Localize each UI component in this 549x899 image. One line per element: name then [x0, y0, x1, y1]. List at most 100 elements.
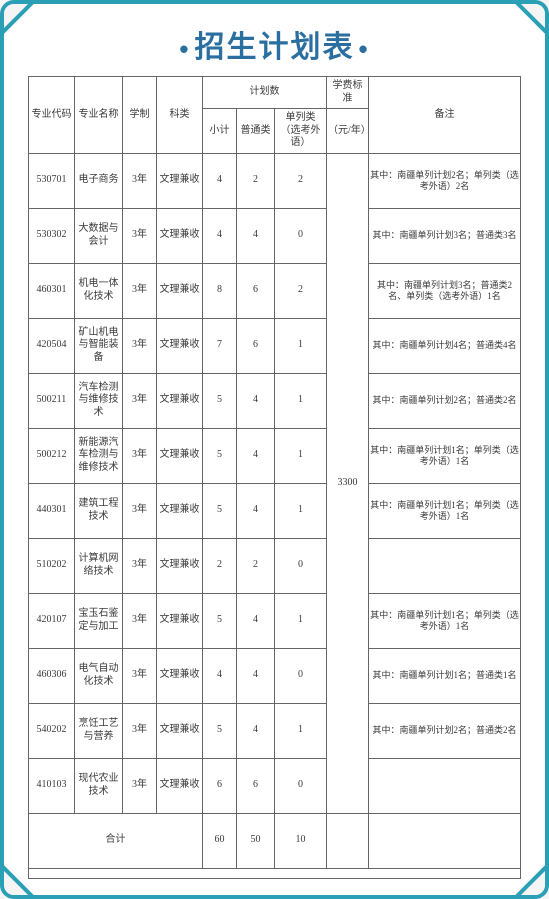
- table-cell: 4: [237, 373, 275, 428]
- table-cell: 其中：南疆单列计划3名；普通类2名、单列类（选考外语）1名: [369, 263, 521, 318]
- table-cell: 8: [203, 263, 237, 318]
- table-cell: 5: [203, 373, 237, 428]
- table-cell: 2: [275, 153, 327, 208]
- table-cell: 1: [275, 373, 327, 428]
- table-cell: 现代农业技术: [75, 758, 123, 813]
- totals-cell: 10: [275, 813, 327, 868]
- table-cell: [369, 758, 521, 813]
- table-cell: 1: [275, 483, 327, 538]
- table-cell: 大数据与会计: [75, 208, 123, 263]
- table-cell: 6: [237, 758, 275, 813]
- table-cell: 3年: [123, 263, 157, 318]
- table-cell: 文理兼收: [157, 538, 203, 593]
- col-tuition-unit: （元/年）: [327, 109, 369, 154]
- table-cell: 5: [203, 483, 237, 538]
- col-duration: 学制: [123, 77, 157, 154]
- table-cell: 1: [275, 318, 327, 373]
- table-cell: 1: [275, 703, 327, 758]
- table-cell: 3年: [123, 758, 157, 813]
- table-row: 460306电气自动化技术3年文理兼收440其中：南疆单列计划1名；普通类1名: [29, 648, 521, 703]
- table-cell: 文理兼收: [157, 318, 203, 373]
- table-cell: 3年: [123, 208, 157, 263]
- table-cell: 其中：南疆单列计划2名；普通类2名: [369, 703, 521, 758]
- totals-cell: 50: [237, 813, 275, 868]
- table-cell: 文理兼收: [157, 373, 203, 428]
- col-tuition-label: 学费标准: [327, 77, 369, 109]
- table-row: 530701电子商务3年文理兼收4223300其中：南疆单列计划2名；单列类（选…: [29, 153, 521, 208]
- table-cell: 3年: [123, 153, 157, 208]
- table-row: 530302大数据与会计3年文理兼收440其中：南疆单列计划3名；普通类3名: [29, 208, 521, 263]
- table-cell: 6: [237, 318, 275, 373]
- table-cell: 530701: [29, 153, 75, 208]
- table-cell: 其中：南疆单列计划1名；单列类（选考外语）1名: [369, 483, 521, 538]
- table-cell: 其中：南疆单列计划1名；单列类（选考外语）1名: [369, 428, 521, 483]
- table-cell: 3年: [123, 703, 157, 758]
- col-subject-type: 科类: [157, 77, 203, 154]
- table-cell: 0: [275, 648, 327, 703]
- table-cell: 机电一体化技术: [75, 263, 123, 318]
- table-cell: 420504: [29, 318, 75, 373]
- table-cell: 420107: [29, 593, 75, 648]
- table-cell: 500212: [29, 428, 75, 483]
- table-row: 440301建筑工程技术3年文理兼收541其中：南疆单列计划1名；单列类（选考外…: [29, 483, 521, 538]
- col-subtotal: 小计: [203, 109, 237, 154]
- table-cell: 文理兼收: [157, 758, 203, 813]
- table-cell: [369, 538, 521, 593]
- table-cell: 其中：南疆单列计划3名；普通类3名: [369, 208, 521, 263]
- enrollment-plan-table: 专业代码 专业名称 学制 科类 计划数 学费标准 备注 小计 普通类 单列类（选…: [28, 76, 521, 869]
- title-text: 招生计划表: [195, 31, 355, 64]
- document-frame: •招生计划表• 专业代码 专业名称 学制 科类 计划数 学费标准 备注 小计: [0, 0, 549, 899]
- table-cell: 4: [237, 648, 275, 703]
- table-cell: 4: [203, 648, 237, 703]
- table-cell: 2: [203, 538, 237, 593]
- table-cell: 1: [275, 428, 327, 483]
- table-header: 专业代码 专业名称 学制 科类 计划数 学费标准 备注 小计 普通类 单列类（选…: [29, 77, 521, 154]
- table-row: 420107宝玉石鉴定与加工3年文理兼收541其中：南疆单列计划1名；单列类（选…: [29, 593, 521, 648]
- table-row: 410103现代农业技术3年文理兼收660: [29, 758, 521, 813]
- table-cell: 5: [203, 703, 237, 758]
- bullet-icon: •: [355, 34, 374, 64]
- empty-cell: [327, 813, 369, 868]
- table-cell: 0: [275, 208, 327, 263]
- table-cell: 4: [203, 208, 237, 263]
- table-cell: 500211: [29, 373, 75, 428]
- table-cell: 4: [237, 703, 275, 758]
- table-cell: 3年: [123, 538, 157, 593]
- table-cell: 其中：南疆单列计划4名；普通类4名: [369, 318, 521, 373]
- table-cell: 7: [203, 318, 237, 373]
- table-cell: 4: [237, 593, 275, 648]
- table-cell: 4: [237, 208, 275, 263]
- table-cell: 3年: [123, 648, 157, 703]
- tuition-cell: 3300: [327, 153, 369, 813]
- table-cell: 4: [237, 483, 275, 538]
- table-cell: 0: [275, 758, 327, 813]
- col-major-name: 专业名称: [75, 77, 123, 154]
- table-cell: 460306: [29, 648, 75, 703]
- table-cell: 3年: [123, 318, 157, 373]
- table-cell: 440301: [29, 483, 75, 538]
- table-cell: 文理兼收: [157, 208, 203, 263]
- table-row: 420504矿山机电与智能装备3年文理兼收761其中：南疆单列计划4名；普通类4…: [29, 318, 521, 373]
- table-cell: 5: [203, 593, 237, 648]
- table-cell: 其中：南疆单列计划1名；单列类（选考外语）1名: [369, 593, 521, 648]
- totals-cell: 60: [203, 813, 237, 868]
- table-cell: 0: [275, 538, 327, 593]
- table-cell: 510202: [29, 538, 75, 593]
- table-row: 540202烹饪工艺与营养3年文理兼收541其中：南疆单列计划2名；普通类2名: [29, 703, 521, 758]
- table-cell: 4: [237, 428, 275, 483]
- page-title: •招生计划表•: [4, 4, 545, 76]
- col-major-code: 专业代码: [29, 77, 75, 154]
- table-cell: 2: [237, 153, 275, 208]
- table-container: 专业代码 专业名称 学制 科类 计划数 学费标准 备注 小计 普通类 单列类（选…: [4, 76, 545, 889]
- table-cell: 文理兼收: [157, 153, 203, 208]
- table-cell: 文理兼收: [157, 593, 203, 648]
- table-cell: 文理兼收: [157, 483, 203, 538]
- table-cell: 460301: [29, 263, 75, 318]
- table-cell: 3年: [123, 483, 157, 538]
- bullet-icon: •: [175, 34, 194, 64]
- table-cell: 其中：南疆单列计划2名；单列类（选考外语）2名: [369, 153, 521, 208]
- table-cell: 文理兼收: [157, 428, 203, 483]
- totals-row: 合计605010: [29, 813, 521, 868]
- table-cell: 5: [203, 428, 237, 483]
- table-cell: 3年: [123, 593, 157, 648]
